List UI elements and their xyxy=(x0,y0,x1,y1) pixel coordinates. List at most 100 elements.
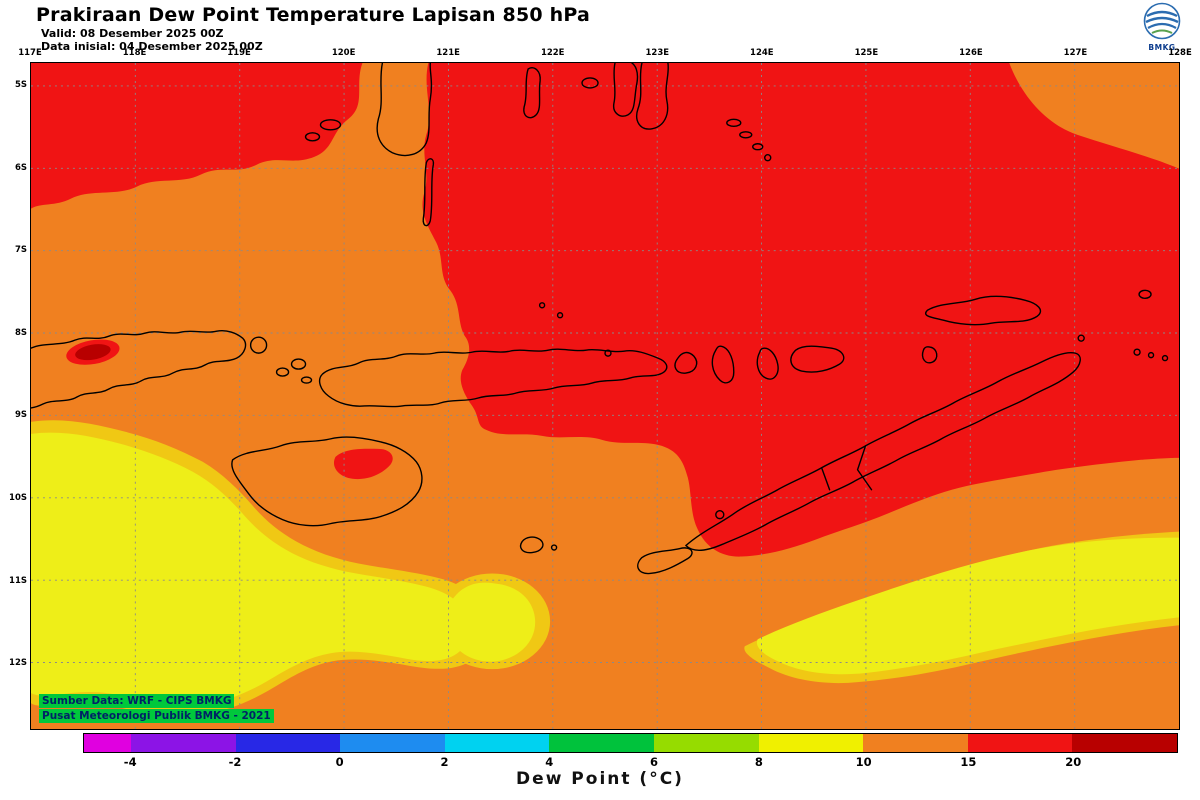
credit-source: Sumber Data: WRF - CIPS BMKG xyxy=(39,694,235,708)
coastline-atauro xyxy=(921,346,938,364)
bmkg-logo-icon xyxy=(1143,2,1181,40)
colorbar-tick-label: 2 xyxy=(440,755,449,769)
colorbar-tick-label: 4 xyxy=(545,755,554,769)
valid-time-label: Valid: 08 Desember 2025 00Z xyxy=(41,27,224,40)
coastline-pantar xyxy=(756,347,779,380)
region-yellow-southwest xyxy=(31,432,471,707)
coastline-muna xyxy=(612,63,639,117)
coastline-kisar xyxy=(1077,334,1085,342)
colorbar-segment xyxy=(444,734,550,752)
coastline-timor-border xyxy=(856,445,873,491)
region-darkred-sumbawa xyxy=(75,344,111,361)
colorbar-segment xyxy=(340,734,445,752)
coastline-semau xyxy=(715,509,725,520)
lat-label: 5S xyxy=(14,80,27,90)
coastline-sumba xyxy=(231,436,423,527)
lon-label: 119E xyxy=(227,48,251,58)
lon-label: 126E xyxy=(959,48,983,58)
lon-label: 128E xyxy=(1168,48,1192,58)
coastline-selayar xyxy=(422,158,435,227)
colorbar-segment xyxy=(758,734,864,752)
lon-label: 118E xyxy=(122,48,147,58)
coastlines xyxy=(31,63,1169,575)
coastline-islet xyxy=(304,132,321,142)
lat-label: 10S xyxy=(9,493,27,504)
lon-label: 127E xyxy=(1063,48,1088,58)
map-svg xyxy=(31,63,1179,729)
coastline-komodo xyxy=(275,367,290,377)
lon-label: 123E xyxy=(645,48,670,58)
colorbar xyxy=(83,733,1178,753)
coastline-lembata xyxy=(711,345,735,384)
coastline-solor xyxy=(674,351,698,374)
coastline-islet xyxy=(604,349,612,357)
lon-label: 125E xyxy=(854,48,879,58)
coastline-flores xyxy=(318,348,668,408)
colorbar-tick-label: -4 xyxy=(123,755,137,769)
coastline-leti xyxy=(1147,351,1155,359)
coastline-wakatobi xyxy=(726,118,742,128)
init-time-label: Data inisial: 04 Desember 2025 00Z xyxy=(41,40,263,53)
bmkg-logo: BMKG xyxy=(1138,2,1186,52)
coastline-wakatobi xyxy=(739,131,753,139)
coastline-islet xyxy=(764,154,772,162)
lat-label: 7S xyxy=(14,245,27,256)
coastline-timor-border xyxy=(820,467,831,491)
colorbar-segment xyxy=(131,734,236,752)
coastline-islet xyxy=(523,67,541,119)
coastline-sumbawa xyxy=(31,330,247,409)
coastline-sangeang xyxy=(249,336,268,354)
region-red-northwest xyxy=(31,63,363,209)
colorbar-tick-label: 15 xyxy=(960,755,977,769)
lat-label: 9S xyxy=(14,410,27,421)
coastline-komodo xyxy=(290,358,307,370)
colorbar-tick-label: 20 xyxy=(1065,755,1082,769)
credit-publisher: Pusat Meteorologi Publik BMKG - 2021 xyxy=(39,709,274,723)
region-red-south-flores xyxy=(333,448,393,480)
coastline-savu xyxy=(519,536,544,554)
coastline-wetar xyxy=(925,295,1042,326)
colorbar-segment xyxy=(549,734,655,752)
colorbar-segment xyxy=(863,734,968,752)
coastline-sulawesi xyxy=(376,63,433,157)
lon-label: 117E xyxy=(18,48,42,58)
colorbar-segment xyxy=(1072,734,1177,752)
coastline-islet xyxy=(538,302,546,309)
colorbar-segment xyxy=(84,734,132,752)
coastline-leti xyxy=(1161,354,1169,362)
region-yellow-south-center xyxy=(445,582,536,662)
lat-label: 8S xyxy=(14,327,27,338)
lon-label: 124E xyxy=(750,48,774,58)
colorbar-tick-label: -2 xyxy=(228,755,242,769)
coastline-buton xyxy=(636,63,669,130)
bmkg-logo-text: BMKG xyxy=(1148,43,1176,52)
colorbar-segment xyxy=(654,734,759,752)
lon-label: 122E xyxy=(540,48,565,58)
lon-label: 120E xyxy=(331,48,356,58)
coastline-leti xyxy=(1133,348,1141,356)
colorbar-tick-label: 0 xyxy=(335,755,344,769)
colorbar-segment xyxy=(235,734,341,752)
coastline-alor xyxy=(790,345,845,373)
region-yellow-southeast xyxy=(756,537,1179,675)
lat-label: 11S xyxy=(9,575,27,586)
coastline-kabaena xyxy=(581,77,599,89)
coastline-komodo xyxy=(300,376,313,384)
colorbar-segment xyxy=(967,734,1073,752)
lat-label: 12S xyxy=(9,658,27,669)
colorbar-tick-label: 10 xyxy=(855,755,872,769)
region-red-main xyxy=(422,63,1179,557)
coastline-romang xyxy=(1138,289,1152,299)
colorbar-ticks: -4 -2 0 2 4 6 8 10 15 20 xyxy=(83,755,1178,769)
coastline-islet xyxy=(556,312,564,319)
colorbar-title: Dew Point (°C) xyxy=(516,769,684,789)
coastline-timor xyxy=(685,351,1081,552)
coastline-rote xyxy=(637,547,693,575)
coastline-islet xyxy=(319,119,342,131)
colorbar-tick-label: 6 xyxy=(650,755,659,769)
coastline-wakatobi xyxy=(752,143,764,151)
contour-regions xyxy=(31,63,1179,717)
page-title: Prakiraan Dew Point Temperature Lapisan … xyxy=(36,4,590,26)
credits: Sumber Data: WRF - CIPS BMKG Pusat Meteo… xyxy=(39,694,274,723)
